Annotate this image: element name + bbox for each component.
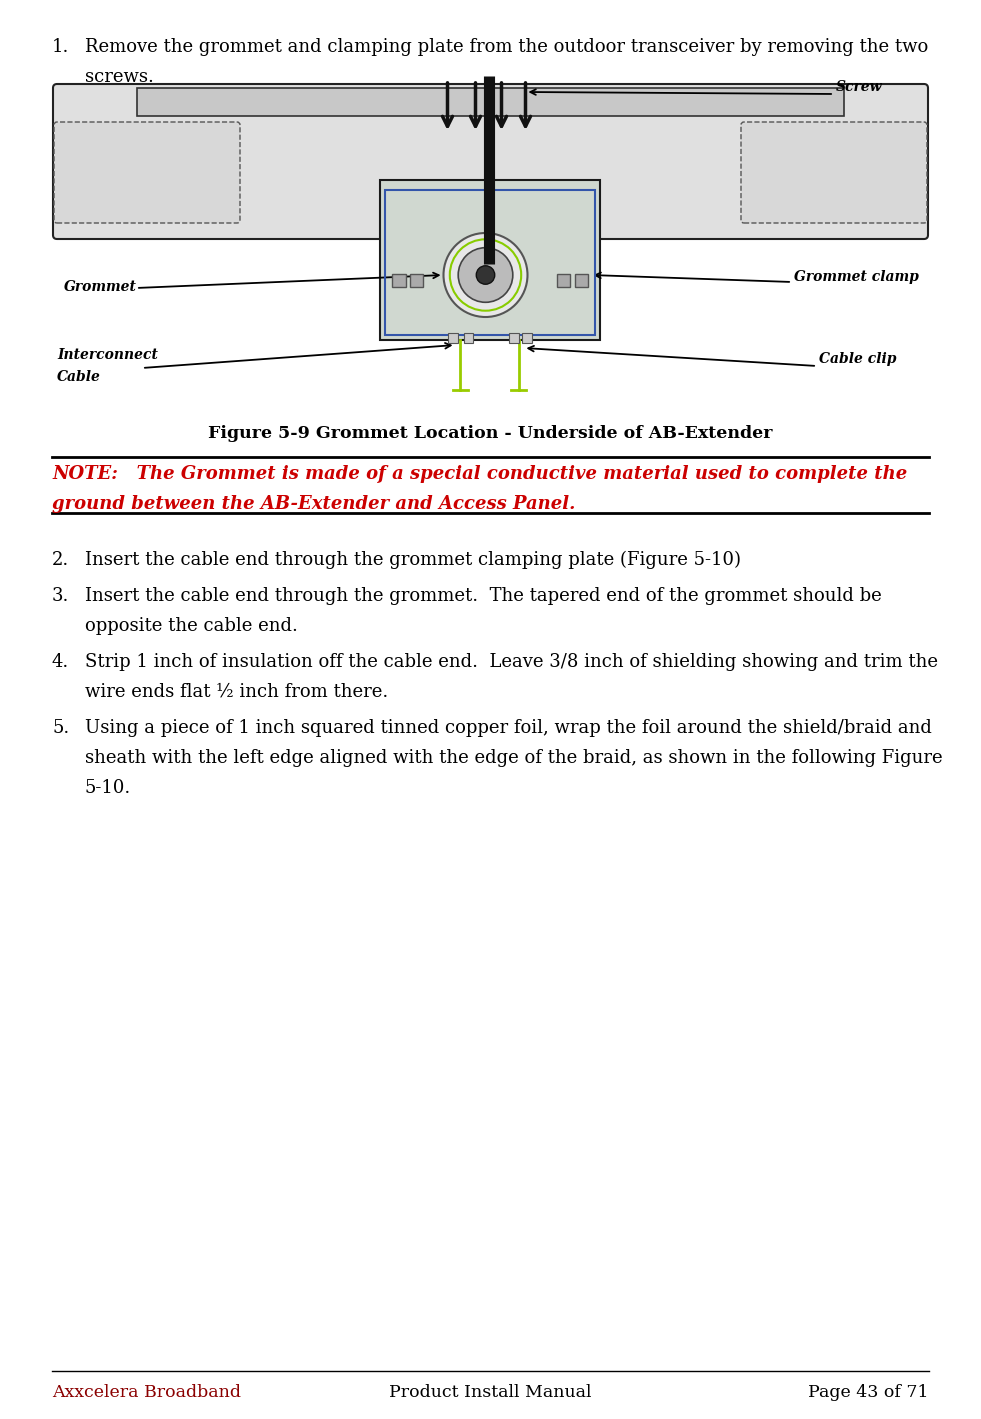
- Circle shape: [458, 248, 513, 302]
- Text: screws.: screws.: [85, 68, 154, 87]
- Text: Grommet clamp: Grommet clamp: [794, 270, 919, 284]
- FancyBboxPatch shape: [381, 180, 600, 341]
- Circle shape: [476, 265, 494, 284]
- Text: Insert the cable end through the grommet clamping plate (Figure 5-10): Insert the cable end through the grommet…: [85, 551, 741, 569]
- FancyBboxPatch shape: [410, 274, 424, 287]
- Text: Product Install Manual: Product Install Manual: [389, 1384, 592, 1401]
- Text: Axxcelera Broadband: Axxcelera Broadband: [52, 1384, 241, 1401]
- Text: 5-10.: 5-10.: [85, 779, 131, 797]
- Text: Grommet: Grommet: [64, 280, 137, 294]
- FancyBboxPatch shape: [54, 122, 240, 223]
- FancyBboxPatch shape: [463, 333, 474, 343]
- Text: 1.: 1.: [52, 38, 70, 55]
- FancyBboxPatch shape: [522, 333, 532, 343]
- FancyBboxPatch shape: [448, 333, 458, 343]
- Text: Screw: Screw: [836, 79, 883, 94]
- FancyBboxPatch shape: [741, 122, 927, 223]
- Text: Interconnect: Interconnect: [57, 348, 158, 362]
- Text: Page 43 of 71: Page 43 of 71: [808, 1384, 929, 1401]
- Text: 2.: 2.: [52, 551, 70, 569]
- FancyBboxPatch shape: [392, 274, 405, 287]
- Text: ground between the AB-Extender and Access Panel.: ground between the AB-Extender and Acces…: [52, 495, 576, 514]
- Text: 4.: 4.: [52, 653, 70, 671]
- Text: 3.: 3.: [52, 587, 70, 604]
- Text: Using a piece of 1 inch squared tinned copper foil, wrap the foil around the shi: Using a piece of 1 inch squared tinned c…: [85, 719, 932, 736]
- Text: wire ends flat ½ inch from there.: wire ends flat ½ inch from there.: [85, 683, 388, 701]
- Circle shape: [443, 233, 528, 316]
- Text: Cable: Cable: [57, 370, 101, 385]
- FancyBboxPatch shape: [557, 274, 571, 287]
- Text: opposite the cable end.: opposite the cable end.: [85, 617, 298, 634]
- Text: Strip 1 inch of insulation off the cable end.  Leave 3/8 inch of shielding showi: Strip 1 inch of insulation off the cable…: [85, 653, 938, 671]
- Text: 5.: 5.: [52, 719, 70, 736]
- Text: Figure 5-9 Grommet Location - Underside of AB-Extender: Figure 5-9 Grommet Location - Underside …: [208, 426, 773, 441]
- FancyBboxPatch shape: [53, 84, 928, 238]
- Text: Insert the cable end through the grommet.  The tapered end of the grommet should: Insert the cable end through the grommet…: [85, 587, 882, 604]
- FancyBboxPatch shape: [508, 333, 519, 343]
- FancyBboxPatch shape: [137, 88, 844, 116]
- Text: NOTE:   The Grommet is made of a special conductive material used to complete th: NOTE: The Grommet is made of a special c…: [52, 465, 907, 482]
- Text: sheath with the left edge aligned with the edge of the braid, as shown in the fo: sheath with the left edge aligned with t…: [85, 749, 943, 768]
- Text: Cable clip: Cable clip: [819, 352, 897, 366]
- FancyBboxPatch shape: [576, 274, 589, 287]
- Text: Remove the grommet and clamping plate from the outdoor transceiver by removing t: Remove the grommet and clamping plate fr…: [85, 38, 928, 55]
